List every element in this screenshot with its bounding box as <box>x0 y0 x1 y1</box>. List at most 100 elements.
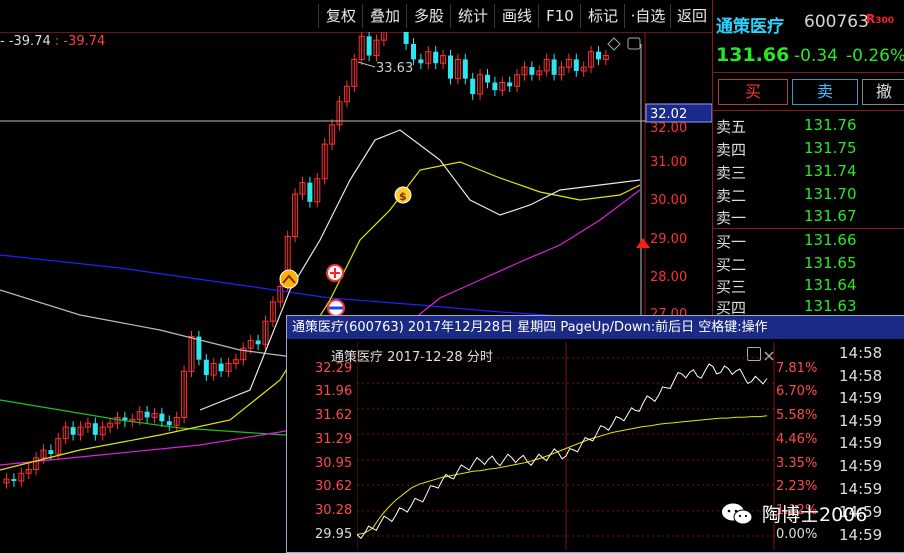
chart-window-icon[interactable] <box>627 37 641 50</box>
popup-subtitle: 通策医疗 2017-12-28 分时 <box>331 350 493 365</box>
ask-row-3: 卖三 131.74 <box>716 162 902 184</box>
intraday-pct-tick: 3.35% <box>776 456 818 471</box>
toolbar-fuquan-button[interactable]: 复权 <box>318 4 363 28</box>
indicator-readout: - -39.74 : -39.74 <box>0 34 105 49</box>
ask-price: 131.75 <box>804 139 857 157</box>
sell-button[interactable]: 卖 <box>792 79 858 105</box>
candle-body <box>329 124 336 145</box>
candle-body <box>454 58 461 80</box>
cancel-order-button[interactable]: 撤 <box>862 79 904 105</box>
price-tick-28: 28.00 <box>650 270 687 285</box>
trade-time: 14:59 <box>839 389 883 407</box>
candle-body <box>425 51 432 64</box>
candle-body <box>580 66 587 72</box>
candle-body <box>433 51 439 64</box>
watermark: 陶博士2006 <box>720 500 890 528</box>
candle-body <box>11 479 17 481</box>
rating-badge-num: 300 <box>875 16 895 26</box>
candle-body <box>99 426 106 436</box>
divider <box>712 110 904 111</box>
ask-row-4: 卖四 131.75 <box>716 139 902 161</box>
candle-body <box>262 320 269 345</box>
ask-label: 卖一 <box>716 209 747 227</box>
toolbar-duogu-button[interactable]: 多股 <box>406 4 451 28</box>
ma-blue-line <box>0 254 641 319</box>
trade-time: 14:59 <box>839 412 883 430</box>
intraday-price-tick: 29.95 <box>315 527 353 542</box>
trade-time: 14:58 <box>839 344 883 362</box>
candle-body <box>48 450 54 455</box>
candle-body <box>203 359 209 376</box>
candle-body <box>602 55 609 60</box>
intraday-average-line <box>357 415 768 535</box>
indicator-sep: : <box>50 34 64 49</box>
candle-body <box>529 67 535 75</box>
bid-price: 131.65 <box>804 254 857 272</box>
rating-badge: R300 <box>866 12 894 26</box>
candle-body <box>107 422 114 428</box>
intraday-pct-tick: 1.12% <box>776 503 818 518</box>
toolbar-biaoji-button[interactable]: 标记 <box>580 4 625 28</box>
toolbar-huaxian-button[interactable]: 画线 <box>494 4 539 28</box>
candle-body <box>18 472 25 482</box>
candle-body <box>358 35 365 60</box>
divider <box>712 72 904 73</box>
popup-close-icon[interactable] <box>763 347 775 361</box>
intraday-popup[interactable]: 通策医疗(600763) 2017年12月28日 星期四 PageUp/Down… <box>286 315 904 553</box>
toolbar-diejia-button[interactable]: 叠加 <box>362 4 407 28</box>
bid-row-4: 买四 131.63 <box>716 297 902 319</box>
candle-body <box>144 411 150 418</box>
rating-badge-r: R <box>866 12 876 26</box>
candle-body <box>240 347 247 361</box>
candle-body <box>40 449 47 459</box>
popup-window-icon[interactable] <box>747 347 761 361</box>
crosshair-price-box <box>645 103 712 123</box>
candle-body <box>565 58 572 68</box>
candle-body <box>351 58 358 87</box>
candle-body <box>166 421 172 426</box>
toolbar-f10-button[interactable]: F10 <box>538 4 581 28</box>
trade-time: 14:59 <box>839 526 883 544</box>
stock-name: 通策医疗 <box>716 17 784 37</box>
toolbar-back-button[interactable]: 返回 <box>670 4 713 28</box>
ask-label: 卖二 <box>716 187 747 205</box>
bid-row-1: 买一 131.66 <box>716 231 902 253</box>
candle-body <box>403 32 409 44</box>
intraday-pct-tick: 5.58% <box>776 408 818 423</box>
candle-body <box>151 413 158 418</box>
candle-body <box>366 36 372 56</box>
high-marker-line <box>357 61 376 68</box>
indicator-value-1: -39.74 <box>8 34 51 49</box>
trade-time: 14:59 <box>839 457 883 475</box>
intraday-pct-tick: 7.81% <box>776 361 818 376</box>
toolbar-tongji-button[interactable]: 统计 <box>450 4 495 28</box>
price-change-pct: -0.26% <box>846 46 904 66</box>
candle-body <box>122 417 128 422</box>
price-tick-31: 31.00 <box>650 155 687 170</box>
bid-price: 131.66 <box>804 231 857 249</box>
candle-body <box>70 427 76 435</box>
top-toolbar: 复权 叠加 多股 统计 画线 F10 标记 ·自选 返回 <box>0 0 712 33</box>
intraday-pct-tick: 6.70% <box>776 384 818 399</box>
intraday-chart[interactable] <box>357 342 775 550</box>
ask-label: 卖三 <box>716 164 747 182</box>
candle-body <box>521 66 528 76</box>
bid-price: 131.63 <box>804 297 857 315</box>
toolbar-zixuan-button[interactable]: ·自选 <box>624 4 671 28</box>
ask-row-5: 卖五 131.76 <box>716 116 902 138</box>
intraday-price-tick: 32.29 <box>315 361 353 376</box>
candle-body <box>573 59 579 71</box>
indicator-value-2: -39.74 <box>63 34 106 49</box>
candle-body <box>269 301 276 322</box>
wechat-icon <box>722 503 753 525</box>
ask-label: 卖五 <box>716 118 747 136</box>
candle-body <box>477 74 484 95</box>
bid-row-2: 买二 131.65 <box>716 254 902 276</box>
candle-body <box>33 457 40 470</box>
candle-body <box>440 55 447 64</box>
popup-title-bar[interactable]: 通策医疗(600763) 2017年12月28日 星期四 PageUp/Down… <box>287 316 904 339</box>
signal-marker-s-icon: $ <box>394 186 412 204</box>
chart-diamond-icon[interactable] <box>607 37 621 51</box>
high-price-label: 33.63 <box>376 61 413 76</box>
buy-button[interactable]: 买 <box>718 79 788 105</box>
